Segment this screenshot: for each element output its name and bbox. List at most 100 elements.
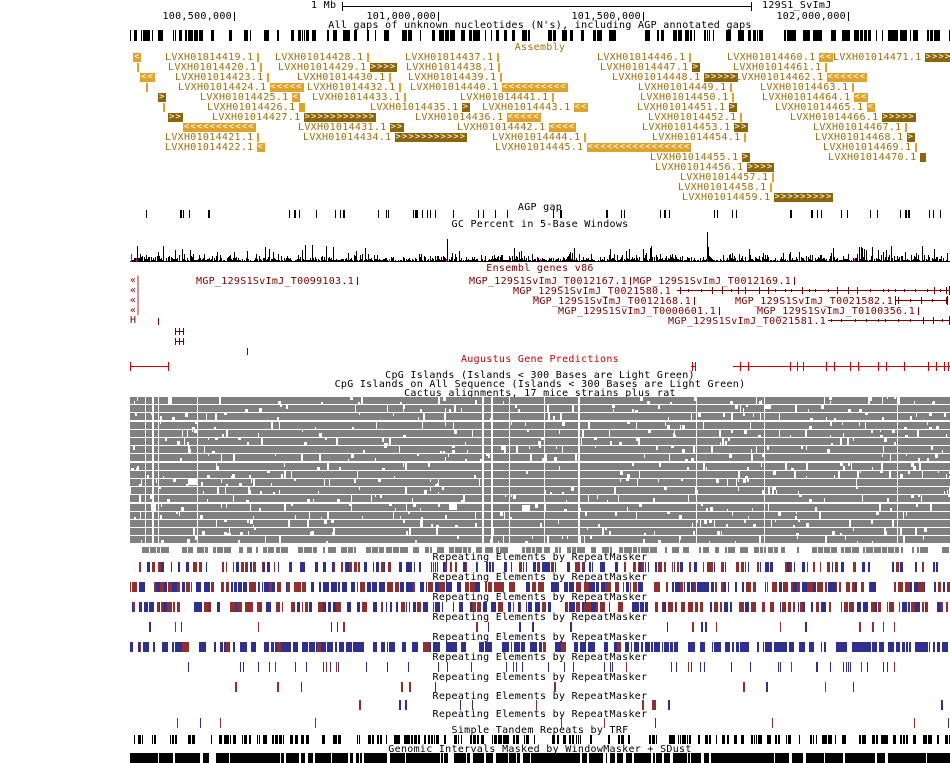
repeatmasker-track-title[interactable]: Repeating Elements by RepeatMasker xyxy=(432,552,648,563)
assembly-fragment[interactable]: LVXH01014462.1 <<<<<< xyxy=(735,72,868,82)
trf-track-title[interactable]: Simple Tandem Repeats by TRF xyxy=(451,725,629,736)
assembly-fragment[interactable]: LVXH01014471.1>>>>> xyxy=(833,52,950,62)
assembly-fragment[interactable]: LVXH01014450.1 xyxy=(640,92,734,102)
repeatmasker-track[interactable] xyxy=(130,562,950,572)
assembly-fragment[interactable]: LVXH01014435.1 > xyxy=(370,102,470,112)
assembly-fragment[interactable]: LVXH01014425.1 < xyxy=(200,92,300,102)
repeatmasker-track[interactable] xyxy=(130,642,950,652)
gene-edge-glyph[interactable]: «| xyxy=(130,305,141,316)
assembly-fragment[interactable]: LVXH01014422.1 < xyxy=(165,142,265,152)
assembly-fragment[interactable]: LVXH01014444.1 xyxy=(492,132,586,142)
cactus-alignment-track[interactable] xyxy=(130,397,950,554)
cactus-track-title[interactable]: Cactus alignments, 17 mice strains plus … xyxy=(404,388,676,399)
assembly-fragment[interactable]: LVXH01014452.1 xyxy=(648,112,742,122)
augustus-track-title[interactable]: Augustus Gene Predictions xyxy=(460,354,619,365)
gene-edge-glyph[interactable]: H xyxy=(130,315,136,326)
augustus-gene-line[interactable] xyxy=(733,366,950,367)
agp-gap-track-title[interactable]: AGP gap xyxy=(517,202,563,213)
repeatmasker-track-title[interactable]: Repeating Elements by RepeatMasker xyxy=(432,709,648,720)
assembly-fragment[interactable]: << xyxy=(140,72,155,82)
windowmasker-track-title[interactable]: Genomic Intervals Masked by WindowMasker… xyxy=(388,744,692,755)
gene-edge-glyph[interactable]: «| xyxy=(130,285,141,296)
gene-transcript[interactable]: MGP_129S1SvImJ_T0012168.1 xyxy=(533,296,696,306)
gene-transcript[interactable]: MGP_129S1SvImJ_T0021581.1 xyxy=(668,316,826,326)
assembly-fragment[interactable]: LVXH01014447.1 > xyxy=(600,62,700,72)
assembly-fragment[interactable]: >> xyxy=(168,112,183,122)
assembly-fragment[interactable]: LVXH01014429.1 >>>> xyxy=(278,62,398,72)
gene-model-line[interactable] xyxy=(828,320,950,321)
assembly-fragment[interactable]: LVXH01014433.1 xyxy=(312,92,406,102)
assembly-fragment[interactable] xyxy=(137,62,139,72)
assembly-fragment[interactable]: LVXH01014440.1 <<<<<<<<<< xyxy=(410,82,568,92)
assembly-fragment[interactable]: LVXH01014419.1 xyxy=(165,52,259,62)
assembly-fragment[interactable]: LVXH01014448.1 >>>>> xyxy=(612,72,738,82)
assembly-fragment[interactable]: LVXH01014432.1 xyxy=(307,82,401,92)
assembly-fragment[interactable]: LVXH01014430.1 xyxy=(297,72,391,82)
ensembl-track-title[interactable]: Ensembl genes v86 xyxy=(486,263,594,274)
assembly-fragment[interactable]: LVXH01014454.1 xyxy=(652,132,746,142)
gene-transcript[interactable]: MGP_129S1SvImJ_T0021582.1 xyxy=(735,296,893,306)
assembly-fragment[interactable]: LVXH01014463.1 xyxy=(760,82,854,92)
assembly-fragment[interactable]: LVXH01014443.1 << xyxy=(482,102,589,112)
assembly-fragment[interactable]: > xyxy=(158,92,167,102)
assembly-fragment[interactable]: LVXH01014467.1 xyxy=(813,122,907,132)
cpg-islands-track-title[interactable]: CpG Islands (Islands < 300 Bases are Lig… xyxy=(385,370,695,381)
assembly-fragment[interactable]: LVXH01014451.1 > xyxy=(637,102,737,112)
assembly-fragment[interactable]: LVXH01014459.1 >>>>>>>>> xyxy=(682,192,834,202)
assembly-fragment[interactable]: LVXH01014434.1 >>>>>>>>>>> xyxy=(303,132,468,142)
assembly-fragment[interactable]: LVXH01014449.1 xyxy=(638,82,732,92)
repeatmasker-track-title[interactable]: Repeating Elements by RepeatMasker xyxy=(432,612,648,623)
assembly-fragment[interactable]: LVXH01014455.1 > xyxy=(650,152,750,162)
repeatmasker-track[interactable] xyxy=(130,662,950,672)
repeatmasker-track-title[interactable]: Repeating Elements by RepeatMasker xyxy=(432,672,648,683)
assembly-fragment[interactable]: LVXH01014436.1 <<<<< xyxy=(415,112,541,122)
repeatmasker-track-title[interactable]: Repeating Elements by RepeatMasker xyxy=(432,572,648,583)
assembly-fragment[interactable]: LVXH01014460.1 << xyxy=(727,52,834,62)
assembly-fragment[interactable]: LVXH01014468.1 > xyxy=(815,132,915,142)
gaps-track-title[interactable]: All gaps of unknown nucleotides (N's), i… xyxy=(328,20,752,31)
assembly-fragment[interactable]: LVXH01014469.1 xyxy=(823,142,917,152)
assembly-fragment[interactable]: LVXH01014439.1 xyxy=(408,72,502,82)
gene-transcript[interactable]: MGP_129S1SvImJ_T0012169.1 xyxy=(633,276,796,286)
assembly-fragment[interactable]: LVXH01014427.1 >>>>>>>>>>> xyxy=(212,112,377,122)
assembly-fragment[interactable]: LVXH01014424.1 <<<<< xyxy=(178,82,304,92)
assembly-fragment[interactable]: LVXH01014426.1 xyxy=(207,102,305,112)
assembly-fragment[interactable]: LVXH01014457.1 xyxy=(680,172,774,182)
assembly-fragment[interactable]: LVXH01014458.1 xyxy=(678,182,772,192)
assembly-fragment[interactable]: LVXH01014445.1 <<<<<<<<<<<<<<<< xyxy=(495,142,692,152)
windowmasker-track[interactable] xyxy=(130,753,950,763)
assembly-fragment[interactable]: < xyxy=(133,52,142,62)
assembly-fragment[interactable]: LVXH01014421.1 xyxy=(165,132,259,142)
cpg-islands-all-track-title[interactable]: CpG Islands on All Sequence (Islands < 3… xyxy=(334,379,746,390)
gene-transcript[interactable]: MGP_129S1SvImJ_T0099103.1 xyxy=(196,276,359,286)
repeatmasker-track-title[interactable]: Repeating Elements by RepeatMasker xyxy=(432,691,648,702)
gene-transcript[interactable]: MGP_129S1SvImJ_T0012167.1 xyxy=(469,276,632,286)
gene-small-tick[interactable] xyxy=(158,318,159,325)
repeatmasker-track[interactable] xyxy=(130,602,950,612)
repeatmasker-track[interactable] xyxy=(130,622,950,632)
assembly-track-title[interactable]: Assembly xyxy=(514,42,566,53)
assembly-fragment[interactable]: LVXH01014420.1 xyxy=(168,62,262,72)
assembly-fragment[interactable]: LVXH01014438.1 xyxy=(406,62,500,72)
gene-transcript[interactable]: MGP_129S1SvImJ_T0000601.1 xyxy=(558,306,721,316)
gaps-track[interactable] xyxy=(130,30,950,41)
assembly-fragment[interactable]: LVXH01014428.1 xyxy=(275,52,369,62)
repeatmasker-track[interactable] xyxy=(130,582,950,592)
repeatmasker-track-title[interactable]: Repeating Elements by RepeatMasker xyxy=(432,592,648,603)
gene-edge-glyph[interactable]: «| xyxy=(130,275,141,286)
assembly-fragment[interactable]: LVXH01014456.1 >>>> xyxy=(655,162,775,172)
gc-percent-track[interactable] xyxy=(130,231,950,262)
augustus-gene-line[interactable] xyxy=(130,366,168,367)
assembly-fragment[interactable]: LVXH01014464.1 << xyxy=(762,92,869,102)
assembly-fragment[interactable] xyxy=(163,102,165,112)
assembly-fragment[interactable]: LVXH01014437.1 xyxy=(405,52,499,62)
assembly-fragment[interactable]: LVXH01014470.1 xyxy=(828,152,926,162)
assembly-fragment[interactable] xyxy=(146,82,148,92)
trf-track[interactable] xyxy=(130,735,950,744)
gene-edge-glyph[interactable]: «| xyxy=(130,295,141,306)
assembly-fragment[interactable]: LVXH01014466.1 >>>>> xyxy=(790,112,916,122)
assembly-fragment[interactable]: LVXH01014423.1 xyxy=(175,72,269,82)
gc-percent-track-title[interactable]: GC Percent in 5-Base Windows xyxy=(451,219,629,230)
repeatmasker-track-title[interactable]: Repeating Elements by RepeatMasker xyxy=(432,632,648,643)
assembly-fragment[interactable]: LVXH01014465.1 < xyxy=(775,102,875,112)
